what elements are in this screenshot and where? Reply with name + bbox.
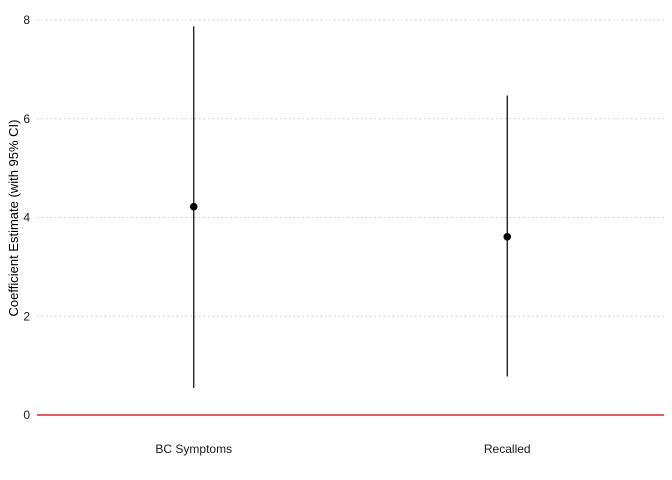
point-estimate-bc-symptoms <box>189 202 198 211</box>
y-axis-title: Coefficient Estimate (with 95% CI) <box>6 120 21 317</box>
y-tick-label-6: 6 <box>23 112 30 126</box>
y-tick-label-0: 0 <box>23 408 30 422</box>
x-tick-label-recalled: Recalled <box>484 442 531 456</box>
y-axis-ticks: 0 2 4 6 8 <box>23 13 30 422</box>
x-axis-ticks: BC Symptoms Recalled <box>155 442 530 456</box>
x-tick-label-bc-symptoms: BC Symptoms <box>155 442 232 456</box>
point-estimate-recalled <box>503 232 512 241</box>
y-tick-label-4: 4 <box>23 211 30 225</box>
data-marks <box>189 26 512 388</box>
gridlines <box>37 19 664 317</box>
y-tick-label-2: 2 <box>23 309 30 323</box>
y-tick-label-8: 8 <box>23 13 30 27</box>
